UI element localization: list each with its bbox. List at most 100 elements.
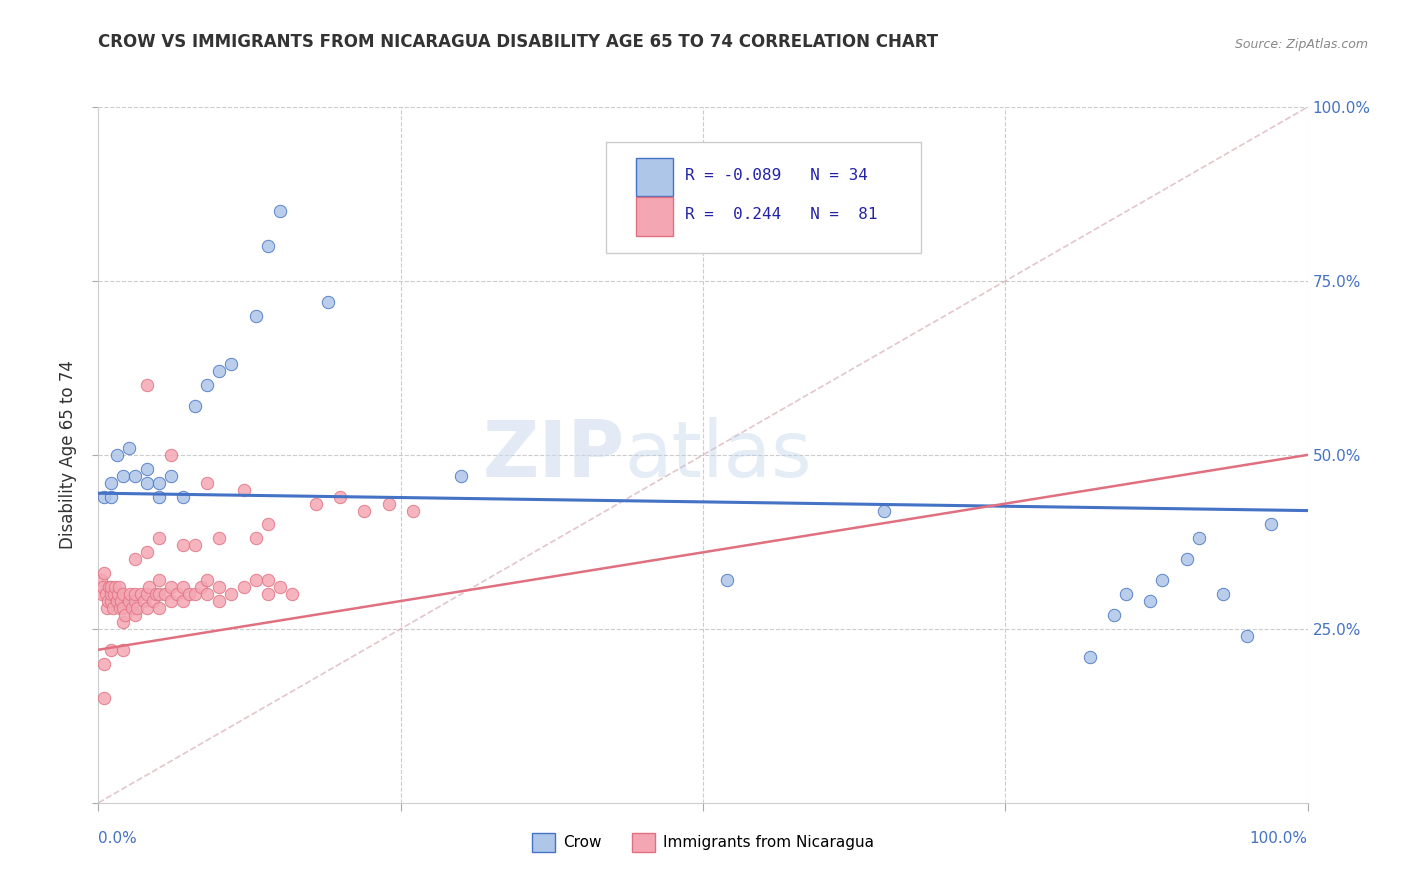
Point: [148, 587, 170, 601]
Point: [1078, 649, 1101, 664]
Point: [124, 587, 146, 601]
Point: [1139, 594, 1161, 608]
Point: [1152, 573, 1174, 587]
Point: [148, 532, 170, 546]
Point: [103, 587, 125, 601]
Point: [91, 587, 114, 601]
Point: [208, 364, 231, 378]
Point: [256, 587, 278, 601]
Point: [138, 580, 160, 594]
Point: [172, 580, 194, 594]
Point: [160, 468, 183, 483]
Point: [111, 468, 134, 483]
Point: [256, 517, 278, 532]
Point: [118, 594, 141, 608]
Point: [1188, 532, 1211, 546]
Point: [208, 580, 231, 594]
Point: [232, 483, 254, 497]
Point: [145, 587, 167, 601]
Point: [100, 475, 122, 490]
Point: [129, 587, 152, 601]
Point: [172, 538, 194, 552]
Point: [104, 580, 127, 594]
Point: [195, 587, 218, 601]
Point: [316, 294, 339, 309]
Point: [1115, 587, 1137, 601]
Point: [450, 468, 472, 483]
Point: [105, 594, 128, 608]
Point: [208, 594, 231, 608]
Point: [135, 601, 157, 615]
Point: [256, 573, 278, 587]
Point: [245, 309, 267, 323]
Point: [190, 580, 212, 594]
Point: [179, 587, 201, 601]
Point: [256, 239, 278, 253]
Point: [148, 601, 170, 615]
Point: [245, 573, 267, 587]
Y-axis label: Disability Age 65 to 74: Disability Age 65 to 74: [59, 360, 77, 549]
Point: [107, 587, 129, 601]
Point: [329, 490, 352, 504]
Point: [232, 580, 254, 594]
Point: [142, 594, 165, 608]
Legend: Crow, Immigrants from Nicaragua: Crow, Immigrants from Nicaragua: [526, 827, 880, 858]
FancyBboxPatch shape: [637, 197, 672, 235]
Point: [121, 601, 143, 615]
Point: [148, 475, 170, 490]
Point: [100, 642, 122, 657]
Point: [1212, 587, 1234, 601]
Point: [94, 587, 117, 601]
Point: [91, 580, 114, 594]
Point: [221, 358, 243, 372]
Point: [111, 587, 134, 601]
Text: CROW VS IMMIGRANTS FROM NICARAGUA DISABILITY AGE 65 TO 74 CORRELATION CHART: CROW VS IMMIGRANTS FROM NICARAGUA DISABI…: [98, 33, 939, 52]
Text: R =  0.244   N =  81: R = 0.244 N = 81: [685, 207, 877, 222]
Point: [111, 601, 134, 615]
Point: [124, 468, 146, 483]
Point: [93, 490, 115, 504]
Point: [184, 399, 207, 413]
Point: [111, 642, 134, 657]
Point: [118, 441, 141, 455]
Point: [100, 490, 122, 504]
Point: [153, 587, 176, 601]
Point: [160, 448, 183, 462]
Point: [208, 532, 231, 546]
Point: [1236, 629, 1258, 643]
Point: [245, 532, 267, 546]
Text: 100.0%: 100.0%: [1250, 830, 1308, 846]
Point: [118, 587, 141, 601]
Point: [281, 587, 304, 601]
Point: [221, 587, 243, 601]
Point: [377, 497, 399, 511]
Point: [124, 607, 146, 622]
Point: [110, 594, 132, 608]
Point: [195, 378, 218, 392]
Text: 0.0%: 0.0%: [98, 830, 138, 846]
Point: [269, 204, 291, 219]
Point: [97, 594, 120, 608]
Point: [124, 594, 146, 608]
Point: [114, 607, 136, 622]
Point: [160, 580, 183, 594]
Text: Source: ZipAtlas.com: Source: ZipAtlas.com: [1234, 38, 1368, 52]
FancyBboxPatch shape: [606, 142, 921, 253]
Point: [873, 503, 896, 517]
Point: [172, 594, 194, 608]
Point: [166, 587, 188, 601]
Point: [127, 601, 149, 615]
Point: [124, 552, 146, 566]
Point: [716, 573, 738, 587]
Point: [98, 580, 121, 594]
Point: [135, 378, 157, 392]
Point: [353, 503, 375, 517]
FancyBboxPatch shape: [637, 158, 672, 196]
Point: [269, 580, 291, 594]
Point: [402, 503, 425, 517]
Point: [135, 462, 157, 476]
Point: [195, 573, 218, 587]
Point: [135, 587, 157, 601]
Point: [93, 657, 115, 671]
Point: [1260, 517, 1282, 532]
